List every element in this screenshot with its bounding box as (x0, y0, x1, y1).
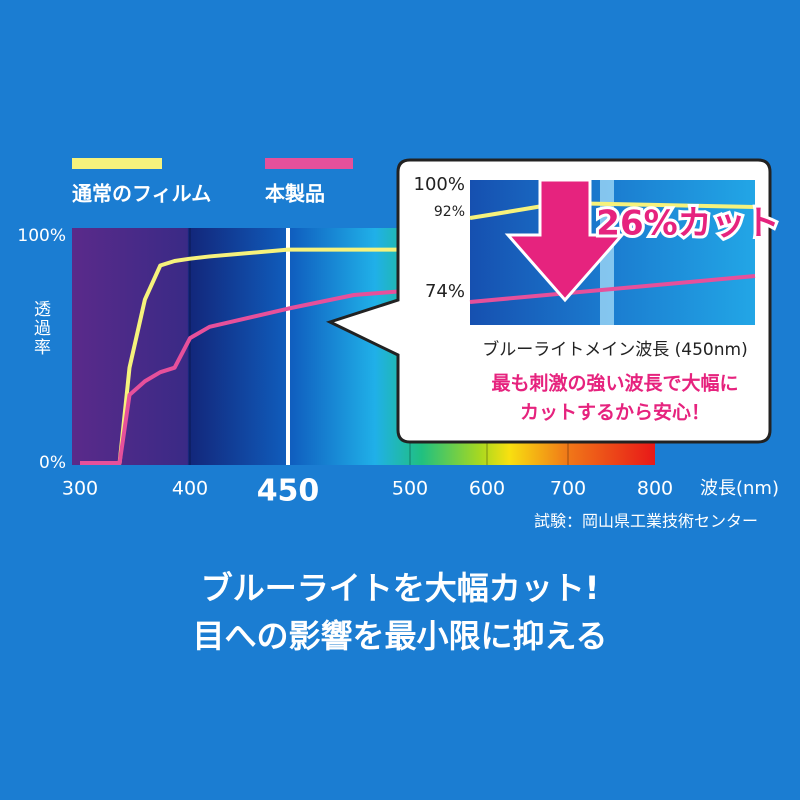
x-tick-label: 300 (62, 478, 98, 500)
inset-message: 最も刺激の強い波長で大幅に (491, 372, 738, 395)
source: 試験：岡山県工業技術センター (534, 512, 758, 531)
y-tick-label: 0% (39, 453, 66, 473)
y-tick-label: 100% (17, 226, 66, 246)
x-tick-label: 600 (469, 478, 505, 500)
x-axis-title: 波長(nm) (700, 478, 779, 499)
inset-message: カットするから安心！ (520, 401, 710, 424)
headline: ブルーライトを大幅カット! (201, 569, 600, 607)
legend-swatch (265, 158, 353, 169)
series-line (80, 247, 410, 465)
x-tick-label: 500 (392, 478, 428, 500)
x-tick-label: 450 (257, 474, 320, 509)
arrow (504, 178, 626, 303)
inset-label: 92% (434, 204, 465, 220)
x-tick-label: 400 (172, 478, 208, 500)
inset-badge: 26%カット (596, 204, 779, 244)
inset-label: 100% (414, 174, 465, 195)
headline: 目への影響を最小限に抑える (192, 617, 607, 655)
inset-label: 74% (425, 281, 465, 302)
legend-label: 通常のフィルム (72, 182, 211, 206)
inset-caption: ブルーライトメイン波長 (450nm) (482, 339, 747, 360)
legend-swatch (72, 158, 162, 169)
inset-line (469, 274, 756, 304)
x-tick-label: 700 (550, 478, 586, 500)
legend-label: 本製品 (265, 182, 325, 206)
y-axis-title: 透過率 (30, 300, 51, 357)
x-tick-label: 800 (637, 478, 673, 500)
series-line (80, 288, 411, 465)
